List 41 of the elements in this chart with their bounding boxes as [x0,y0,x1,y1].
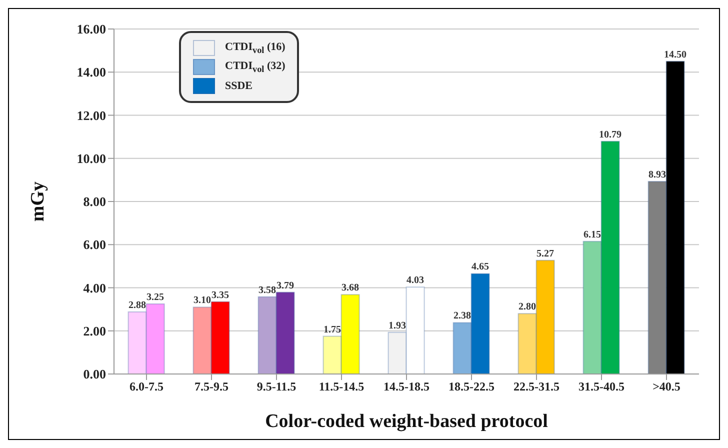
data-label: 3.35 [212,290,230,301]
x-tick-label: 11.5-14.5 [318,380,364,394]
y-tick-label: 2.00 [83,323,106,338]
x-tick-label: >40.5 [652,380,680,394]
data-label: 3.10 [194,295,212,306]
legend-label: SSDE [225,80,253,92]
y-tick-label: 0.00 [83,366,106,382]
data-label: 2.38 [454,310,472,322]
x-axis-title: Color-coded weight-based protocol [265,411,548,432]
data-label: 3.58 [258,284,276,296]
x-tick-label: 22.5-31.5 [514,380,560,394]
data-label: 5.27 [536,248,554,260]
data-label: 4.03 [406,275,424,286]
y-tick-label: 4.00 [83,280,106,296]
data-label: 3.68 [342,282,360,294]
x-tick-label: 31.5-40.5 [578,380,624,394]
data-label: 3.79 [276,280,294,292]
data-label: 2.80 [518,302,536,313]
data-label: 14.50 [664,49,687,60]
y-tick-label: 10.00 [76,150,106,166]
y-tick-label: 14.00 [76,64,106,80]
data-label: 6.15 [584,229,602,240]
legend-label: CTDI$_{vol}$ (16) [225,40,286,56]
data-label: 2.88 [128,300,146,311]
data-label: 1.93 [388,320,406,332]
x-tick-label: 7.5-9.5 [194,380,228,394]
legend-label: CTDI$_{vol}$ (32) [225,60,286,74]
data-label: 3.25 [146,292,164,303]
data-label: 8.93 [648,169,666,180]
y-tick-label: 8.00 [83,194,106,210]
x-tick-label: 6.0-7.5 [130,380,164,394]
data-label: 4.65 [472,262,490,273]
x-tick-label: 9.5-11.5 [256,380,296,394]
y-tick-label: 6.00 [83,237,106,252]
x-tick-label: 14.5-18.5 [384,380,430,394]
data-label: 1.75 [324,324,342,336]
y-axis-title: mGy [28,180,49,222]
y-tick-label: 12.00 [76,108,106,123]
y-tick-label: 16.00 [76,22,106,37]
data-label: 10.79 [599,129,622,140]
x-tick-label: 18.5-22.5 [448,380,494,394]
